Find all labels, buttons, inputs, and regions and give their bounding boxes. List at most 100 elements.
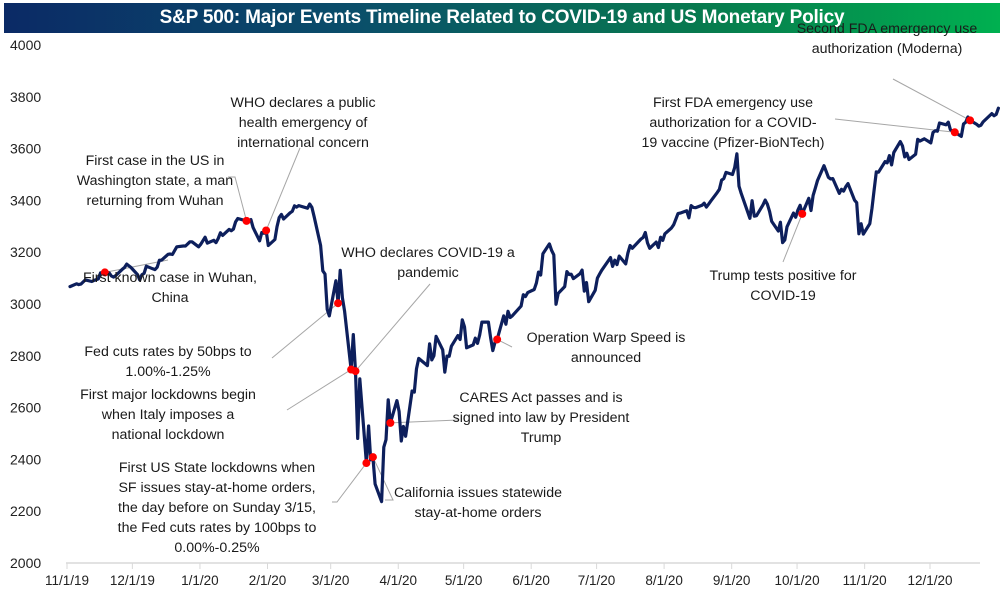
event-marker-cares-act <box>386 418 395 427</box>
x-tick-label: 10/1/20 <box>775 573 820 588</box>
annotation-line: China <box>151 290 188 306</box>
annotation-wuhan-first-case: First known case in Wuhan, China <box>83 270 257 306</box>
event-marker-sf-lockdown-fed-cut-100bps <box>362 459 371 468</box>
annotation-line: First US State lockdowns when <box>119 460 315 476</box>
annotation-us-first-case: First case in the US in Washington state,… <box>77 153 233 209</box>
x-tick-label: 12/1/20 <box>907 573 952 588</box>
annotation-line: Trump <box>521 430 562 446</box>
annotation-leader-who-public-health-emergency <box>265 147 301 231</box>
annotation-line: health emergency of <box>239 115 368 131</box>
y-tick-label: 4000 <box>10 37 41 53</box>
annotation-line: pandemic <box>397 265 459 281</box>
x-tick-label: 6/1/20 <box>512 573 550 588</box>
annotation-line: First major lockdowns begin <box>80 387 256 403</box>
annotation-fda-eua-pfizer: First FDA emergency use authorization for… <box>642 95 825 151</box>
annotation-line: CARES Act passes and is <box>459 390 622 406</box>
annotation-line: COVID-19 <box>750 288 816 304</box>
event-marker-who-pandemic <box>351 367 360 376</box>
x-tick-label: 12/1/19 <box>110 573 155 588</box>
annotation-line: when Italy imposes a <box>101 407 235 423</box>
y-tick-label: 2800 <box>10 348 41 364</box>
annotation-leader-trump-positive <box>782 213 803 263</box>
annotation-line: national lockdown <box>112 427 225 443</box>
annotation-leader-cares-act <box>390 419 459 424</box>
annotation-fda-eua-moderna: Second FDA emergency use authorization (M… <box>797 21 978 57</box>
annotation-who-public-health-emergency: WHO declares a public health emergency of… <box>230 95 375 151</box>
annotation-line: WHO declares COVID-19 a <box>341 245 515 261</box>
annotation-who-pandemic: WHO declares COVID-19 a pandemic <box>341 245 515 281</box>
annotation-line: international concern <box>237 135 369 151</box>
x-tick-label: 11/1/20 <box>843 573 887 588</box>
x-tick-label: 7/1/20 <box>578 573 616 588</box>
annotation-line: announced <box>571 350 641 366</box>
x-tick-label: 1/1/20 <box>181 573 219 588</box>
annotation-line: the day before on Sunday 3/15, <box>118 500 316 516</box>
y-tick-label: 3800 <box>10 89 41 105</box>
annotation-line: Washington state, a man <box>77 173 233 189</box>
annotation-cares-act: CARES Act passes and is signed into law b… <box>453 390 630 446</box>
event-marker-fda-eua-pfizer <box>950 128 959 137</box>
sp500-line <box>68 106 1000 504</box>
y-tick-label: 3200 <box>10 244 41 260</box>
annotation-line: 0.00%-0.25% <box>174 540 260 556</box>
y-tick-label: 2400 <box>10 451 41 467</box>
x-tick-label: 4/1/20 <box>379 573 417 588</box>
annotation-line: Second FDA emergency use <box>797 21 978 37</box>
event-marker-who-public-health-emergency <box>262 226 271 235</box>
annotation-leader-us-first-case <box>228 176 248 221</box>
annotation-line: First FDA emergency use <box>653 95 813 111</box>
event-marker-wuhan-first-case <box>100 268 109 277</box>
y-tick-label: 3000 <box>10 296 41 312</box>
series-layer <box>68 106 1000 504</box>
annotation-california-stay-at-home: California issues statewide stay-at-home … <box>394 485 562 521</box>
x-tick-label: 9/1/20 <box>713 573 751 588</box>
annotation-line: the Fed cuts rates by 100bps to <box>118 520 317 536</box>
x-tick-label: 5/1/20 <box>445 573 483 588</box>
annotation-line: Operation Warp Speed is <box>527 330 686 346</box>
event-marker-trump-positive <box>798 209 807 218</box>
annotation-line: signed into law by President <box>453 410 630 426</box>
annotation-line: authorization for a COVID- <box>649 115 816 131</box>
annotation-line: authorization (Moderna) <box>812 41 963 57</box>
annotation-leader-italy-lockdown <box>286 369 352 411</box>
annotation-line: SF issues stay-at-home orders, <box>118 480 315 496</box>
x-tick-label: 11/1/19 <box>45 573 89 588</box>
annotation-leader-fda-eua-moderna <box>892 78 971 121</box>
annotation-italy-lockdown: First major lockdowns begin when Italy im… <box>80 387 256 443</box>
event-marker-us-first-case <box>242 216 251 225</box>
annotation-fed-cut-50bps: Fed cuts rates by 50bps to 1.00%-1.25% <box>84 344 251 380</box>
annotation-line: stay-at-home orders <box>415 505 542 521</box>
annotation-labels: First known case in Wuhan, China First cas… <box>77 21 978 556</box>
event-marker-california-stay-at-home <box>368 453 377 462</box>
y-tick-label: 2200 <box>10 503 41 519</box>
annotation-trump-positive: Trump tests positive for COVID-19 <box>710 268 857 304</box>
x-tick-label: 3/1/20 <box>312 573 350 588</box>
event-marker-fda-eua-moderna <box>966 116 975 125</box>
annotation-leader-sf-lockdown-fed-cut-100bps <box>332 462 367 503</box>
event-marker-fed-cut-50bps <box>334 299 343 308</box>
annotation-line: 19 vaccine (Pfizer-BioNTech) <box>642 135 825 151</box>
annotation-leader-who-pandemic <box>355 283 431 372</box>
y-tick-label: 3600 <box>10 141 41 157</box>
event-marker-operation-warp-speed <box>493 335 502 344</box>
event-markers <box>100 116 975 468</box>
annotation-line: returning from Wuhan <box>87 193 224 209</box>
x-tick-label: 8/1/20 <box>645 573 683 588</box>
axes: 2000 2200 2400 2600 2800 3000 3200 3400 3600 3800… <box>10 37 980 588</box>
annotation-line: California issues statewide <box>394 485 562 501</box>
chart-title: S&P 500: Major Events Timeline Related t… <box>4 3 1000 33</box>
x-tick-label: 2/1/20 <box>249 573 287 588</box>
annotation-line: First case in the US in <box>86 153 225 169</box>
annotation-leader-california-stay-at-home <box>372 456 394 501</box>
y-tick-label: 3400 <box>10 192 41 208</box>
y-tick-label: 2000 <box>10 555 41 571</box>
annotation-line: First known case in Wuhan, <box>83 270 257 286</box>
annotation-operation-warp-speed: Operation Warp Speed is announced <box>527 330 686 366</box>
annotation-line: 1.00%-1.25% <box>125 364 211 380</box>
annotation-line: WHO declares a public <box>230 95 375 111</box>
annotation-line: Fed cuts rates by 50bps to <box>84 344 251 360</box>
annotation-line: Trump tests positive for <box>710 268 857 284</box>
y-tick-label: 2600 <box>10 400 41 416</box>
annotation-sf-lockdown-fed-cut-100bps: First US State lockdowns when SF issues s… <box>118 460 317 556</box>
